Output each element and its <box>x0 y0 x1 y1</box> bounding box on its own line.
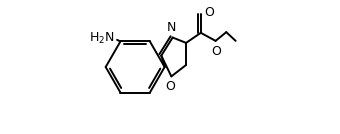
Text: O: O <box>204 6 214 20</box>
Text: H$_2$N: H$_2$N <box>89 31 115 46</box>
Text: N: N <box>167 21 176 34</box>
Text: O: O <box>211 45 221 58</box>
Text: O: O <box>165 80 175 93</box>
